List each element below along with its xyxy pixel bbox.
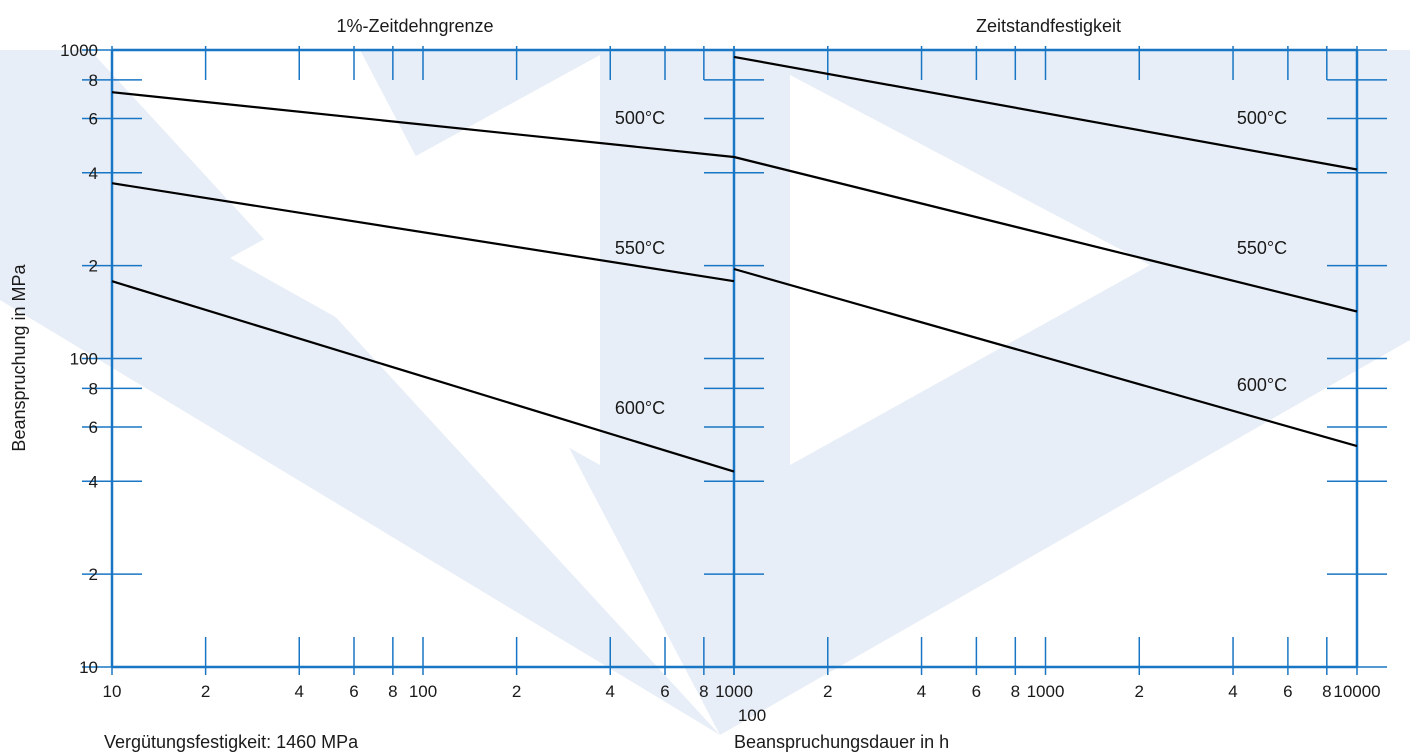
y-tick-label: 4 [89, 164, 98, 183]
x-tick-label: 6 [660, 682, 669, 701]
series-line-600°C [733, 267, 1358, 448]
x-tick-label: 4 [606, 682, 615, 701]
series-label: 600°C [1237, 375, 1287, 395]
x-tick-label: 10000 [1333, 682, 1380, 701]
y-tick-label: 2 [89, 257, 98, 276]
y-tick-label: 8 [89, 379, 98, 398]
axes [82, 46, 1387, 675]
x-tick-label: 8 [699, 682, 708, 701]
x-tick-label: 4 [1228, 682, 1237, 701]
x-tick-label: 2 [823, 682, 832, 701]
y-tick-label: 10 [79, 658, 98, 677]
x-tick-label: 6 [349, 682, 358, 701]
watermark-logo [0, 50, 1410, 735]
x-tick-label: 100 [409, 682, 437, 701]
x-tick-label: 2 [512, 682, 521, 701]
series-label: 500°C [1237, 108, 1287, 128]
x-tick-label: 10 [103, 682, 122, 701]
series-line-550°C [111, 182, 735, 283]
y-tick-label: 100 [70, 350, 98, 369]
series-line-600°C [111, 280, 735, 473]
y-tick-label: 6 [89, 109, 98, 128]
x-tick-label: 8 [1011, 682, 1020, 701]
series-line-550°C [733, 155, 1358, 313]
x-tick-label: 2 [1135, 682, 1144, 701]
tempering-strength-note: Vergütungsfestigkeit: 1460 MPa [104, 732, 359, 752]
y-tick-label: 2 [89, 565, 98, 584]
x-axis-label: Beanspruchungsdauer in h [734, 732, 950, 752]
x-tick-label: 4 [295, 682, 304, 701]
x-tick-label: 1000 [715, 682, 753, 701]
series-label: 550°C [1237, 238, 1287, 258]
x-tick-label: 6 [972, 682, 981, 701]
series-label: 500°C [615, 108, 665, 128]
panel-title-right: Zeitstandfestigkeit [976, 16, 1121, 36]
y-tick-label: 1000 [60, 41, 98, 60]
series-label: 600°C [615, 398, 665, 418]
x-tick-label: 4 [917, 682, 926, 701]
series-label: 550°C [615, 238, 665, 258]
x-tick-label: 8 [1322, 682, 1331, 701]
x-tick-label: 6 [1283, 682, 1292, 701]
x-tick-label: 2 [201, 682, 210, 701]
series-line-500°C [733, 55, 1358, 171]
y-axis-label: Beanspruchung in MPa [9, 263, 29, 451]
chart-text: 1000 8 6 4 2 100 8 6 4 2 10 10 2 4 6 8 100 2 4 6 8 1000 100 2 4 6… [9, 16, 1381, 725]
y-tick-label: 6 [89, 418, 98, 437]
series-line-500°C [111, 91, 735, 159]
x-tick-label: 1000 [1027, 682, 1065, 701]
series-lines [111, 55, 1358, 473]
panel-title-left: 1%-Zeitdehngrenze [336, 16, 493, 36]
y-tick-label: 8 [89, 71, 98, 90]
y-tick-label: 4 [89, 472, 98, 491]
x-tick-label-extra: 100 [738, 706, 766, 725]
x-tick-label: 8 [388, 682, 397, 701]
